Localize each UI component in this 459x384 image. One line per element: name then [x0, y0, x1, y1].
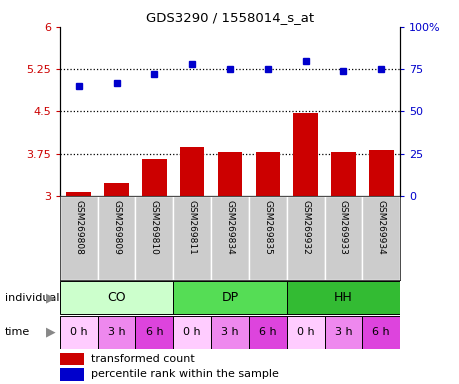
- Bar: [60, 316, 97, 349]
- Bar: [135, 196, 173, 280]
- Text: GSM269809: GSM269809: [112, 200, 121, 255]
- Text: 3 h: 3 h: [221, 327, 238, 337]
- Text: time: time: [5, 327, 30, 337]
- Text: 0 h: 0 h: [296, 327, 314, 337]
- Bar: [217, 152, 242, 196]
- Text: 0 h: 0 h: [70, 327, 87, 337]
- Text: GSM269934: GSM269934: [376, 200, 385, 255]
- Title: GDS3290 / 1558014_s_at: GDS3290 / 1558014_s_at: [146, 11, 313, 24]
- Bar: [211, 316, 248, 349]
- Text: percentile rank within the sample: percentile rank within the sample: [91, 369, 279, 379]
- Text: GSM269834: GSM269834: [225, 200, 234, 255]
- Bar: [286, 316, 324, 349]
- Bar: [173, 281, 286, 314]
- Text: CO: CO: [107, 291, 126, 304]
- Text: GSM269835: GSM269835: [263, 200, 272, 255]
- Text: GSM269933: GSM269933: [338, 200, 347, 255]
- Text: ▶: ▶: [46, 326, 56, 339]
- Bar: [179, 147, 204, 196]
- Text: ▶: ▶: [46, 291, 56, 304]
- Bar: [362, 196, 399, 280]
- Bar: [142, 159, 166, 196]
- Text: 6 h: 6 h: [258, 327, 276, 337]
- Text: GSM269811: GSM269811: [187, 200, 196, 255]
- Text: 0 h: 0 h: [183, 327, 201, 337]
- Bar: [248, 196, 286, 280]
- Bar: [324, 316, 362, 349]
- Bar: [60, 196, 97, 280]
- Bar: [97, 196, 135, 280]
- Bar: [293, 113, 317, 196]
- Bar: [173, 196, 211, 280]
- Bar: [330, 152, 355, 196]
- Text: DP: DP: [221, 291, 238, 304]
- Text: 6 h: 6 h: [145, 327, 163, 337]
- Bar: [362, 316, 399, 349]
- Bar: [211, 196, 248, 280]
- Bar: [248, 316, 286, 349]
- Bar: [97, 316, 135, 349]
- Bar: [60, 353, 84, 365]
- Text: 6 h: 6 h: [372, 327, 389, 337]
- Text: GSM269932: GSM269932: [301, 200, 309, 255]
- Bar: [368, 150, 393, 196]
- Bar: [135, 316, 173, 349]
- Text: GSM269810: GSM269810: [150, 200, 158, 255]
- Bar: [104, 184, 129, 196]
- Text: 3 h: 3 h: [334, 327, 352, 337]
- Bar: [324, 196, 362, 280]
- Text: HH: HH: [333, 291, 352, 304]
- Bar: [60, 368, 84, 381]
- Text: individual: individual: [5, 293, 59, 303]
- Text: 3 h: 3 h: [107, 327, 125, 337]
- Bar: [286, 281, 399, 314]
- Bar: [286, 196, 324, 280]
- Text: GSM269808: GSM269808: [74, 200, 83, 255]
- Bar: [60, 281, 173, 314]
- Bar: [66, 192, 91, 196]
- Bar: [173, 316, 211, 349]
- Text: transformed count: transformed count: [91, 354, 195, 364]
- Bar: [255, 152, 280, 196]
